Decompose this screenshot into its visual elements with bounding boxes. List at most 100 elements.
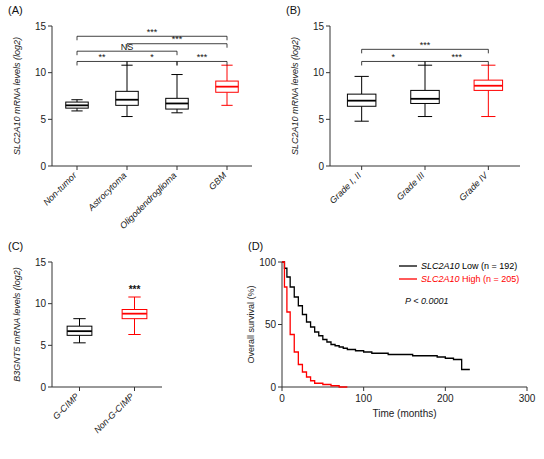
legend-swatch — [399, 278, 417, 279]
significance-bracket — [127, 44, 227, 48]
y-tick-label: 5 — [40, 340, 46, 351]
category-label: Grade I, II — [328, 170, 364, 206]
y-tick — [48, 166, 52, 167]
x-tick — [127, 166, 128, 170]
x-axis-line — [52, 387, 162, 388]
significance-label: *** — [451, 52, 462, 62]
x-tick — [445, 387, 446, 391]
y-tick-label: 15 — [35, 257, 47, 268]
cap-low — [481, 116, 495, 117]
x-tick — [282, 387, 283, 391]
x-tick — [488, 166, 489, 170]
y-axis-label: SLC2A10 mRNA levels (log2) — [290, 37, 300, 155]
significance-label: *** — [129, 284, 141, 295]
box-body — [67, 326, 92, 335]
box-body — [474, 80, 503, 90]
panel-title: (B) — [286, 4, 301, 16]
y-tick-label: 0 — [40, 382, 46, 393]
cap-low — [171, 112, 182, 113]
y-tick — [48, 26, 52, 27]
whisker-low — [361, 106, 362, 121]
significance-label: *** — [172, 34, 183, 44]
category-label: G-CIMP — [51, 391, 81, 421]
cap-low — [418, 116, 432, 117]
plot-area — [282, 262, 470, 387]
y-tick-label: 10 — [35, 298, 47, 309]
x-tick — [363, 387, 364, 391]
cap-high — [128, 297, 140, 298]
legend-swatch — [399, 265, 417, 266]
y-tick — [326, 26, 330, 27]
whisker-high — [361, 76, 362, 94]
median — [166, 103, 189, 105]
y-tick-label: 15 — [313, 21, 325, 32]
x-axis-label: Time (months) — [372, 408, 436, 419]
y-axis-label: SLC2A10 mRNA levels (log2) — [12, 37, 22, 155]
legend-label: SLC2A10 High (n = 205) — [421, 274, 519, 284]
box-panel: (C)051015G-CIMPNon-G-CIMPB3GNT5 mRNA lev… — [8, 240, 162, 435]
x-tick — [134, 387, 135, 391]
box-body — [166, 98, 189, 109]
y-tick — [48, 345, 52, 346]
y-tick — [326, 72, 330, 73]
x-tick — [79, 387, 80, 391]
x-tick — [527, 387, 528, 391]
significance-bracket — [77, 36, 227, 40]
y-tick — [326, 166, 330, 167]
cap-low — [221, 105, 232, 106]
box-body — [347, 94, 376, 106]
p-value: P < 0.0001 — [405, 296, 448, 306]
cap-low — [71, 110, 82, 111]
x-tick-label: 200 — [437, 393, 454, 404]
y-tick-label: 0 — [270, 382, 276, 393]
box — [216, 65, 239, 105]
significance-bracket — [362, 49, 489, 53]
box — [411, 65, 440, 116]
y-tick — [278, 324, 282, 325]
y-axis-label: B3GNT5 mRNA levels (log2) — [12, 267, 22, 382]
box-panel: (B)051015Grade I, IIGrade IIIGrade IVSLC… — [286, 4, 520, 206]
whisker-low — [127, 105, 128, 116]
significance-label: ** — [98, 52, 106, 62]
x-tick-label: 0 — [279, 393, 285, 404]
y-tick — [48, 303, 52, 304]
median — [347, 100, 376, 102]
y-tick — [278, 262, 282, 263]
whisker-low — [134, 319, 135, 335]
figure: (A)051015Non-tumorAstrocytomaOligodendro… — [0, 0, 544, 459]
panel-title: (D) — [248, 240, 263, 252]
y-axis-line — [330, 26, 331, 166]
survival-curve — [282, 262, 347, 387]
x-tick — [361, 166, 362, 170]
x-axis-line — [52, 166, 252, 167]
y-tick-label: 0 — [40, 161, 46, 172]
median — [66, 104, 89, 106]
box-body — [66, 102, 89, 108]
significance-label: *** — [197, 52, 208, 62]
box-body — [122, 310, 147, 319]
whisker-high — [127, 65, 128, 91]
y-tick-label: 0 — [318, 161, 324, 172]
category-label: Oligodendroglioma — [118, 170, 178, 230]
y-tick-label: 10 — [35, 67, 47, 78]
whisker-high — [227, 65, 228, 81]
box — [67, 319, 92, 343]
y-axis-label: Overall survival (%) — [246, 285, 256, 363]
cap-high — [171, 74, 182, 75]
panel-title: (C) — [8, 240, 23, 252]
cap-low — [128, 334, 140, 335]
box-body — [216, 81, 239, 92]
box — [66, 100, 89, 111]
median — [411, 98, 440, 100]
y-tick — [48, 262, 52, 263]
y-tick-label: 10 — [313, 67, 325, 78]
significance-bracket — [77, 61, 127, 65]
x-tick — [425, 166, 426, 170]
y-tick — [278, 387, 282, 388]
cap-low — [121, 116, 132, 117]
y-tick-label: 100 — [259, 257, 276, 268]
significance-bracket — [177, 61, 227, 65]
y-tick-label: 5 — [318, 114, 324, 125]
median — [216, 86, 239, 88]
category-label: Astrocytoma — [85, 170, 128, 213]
